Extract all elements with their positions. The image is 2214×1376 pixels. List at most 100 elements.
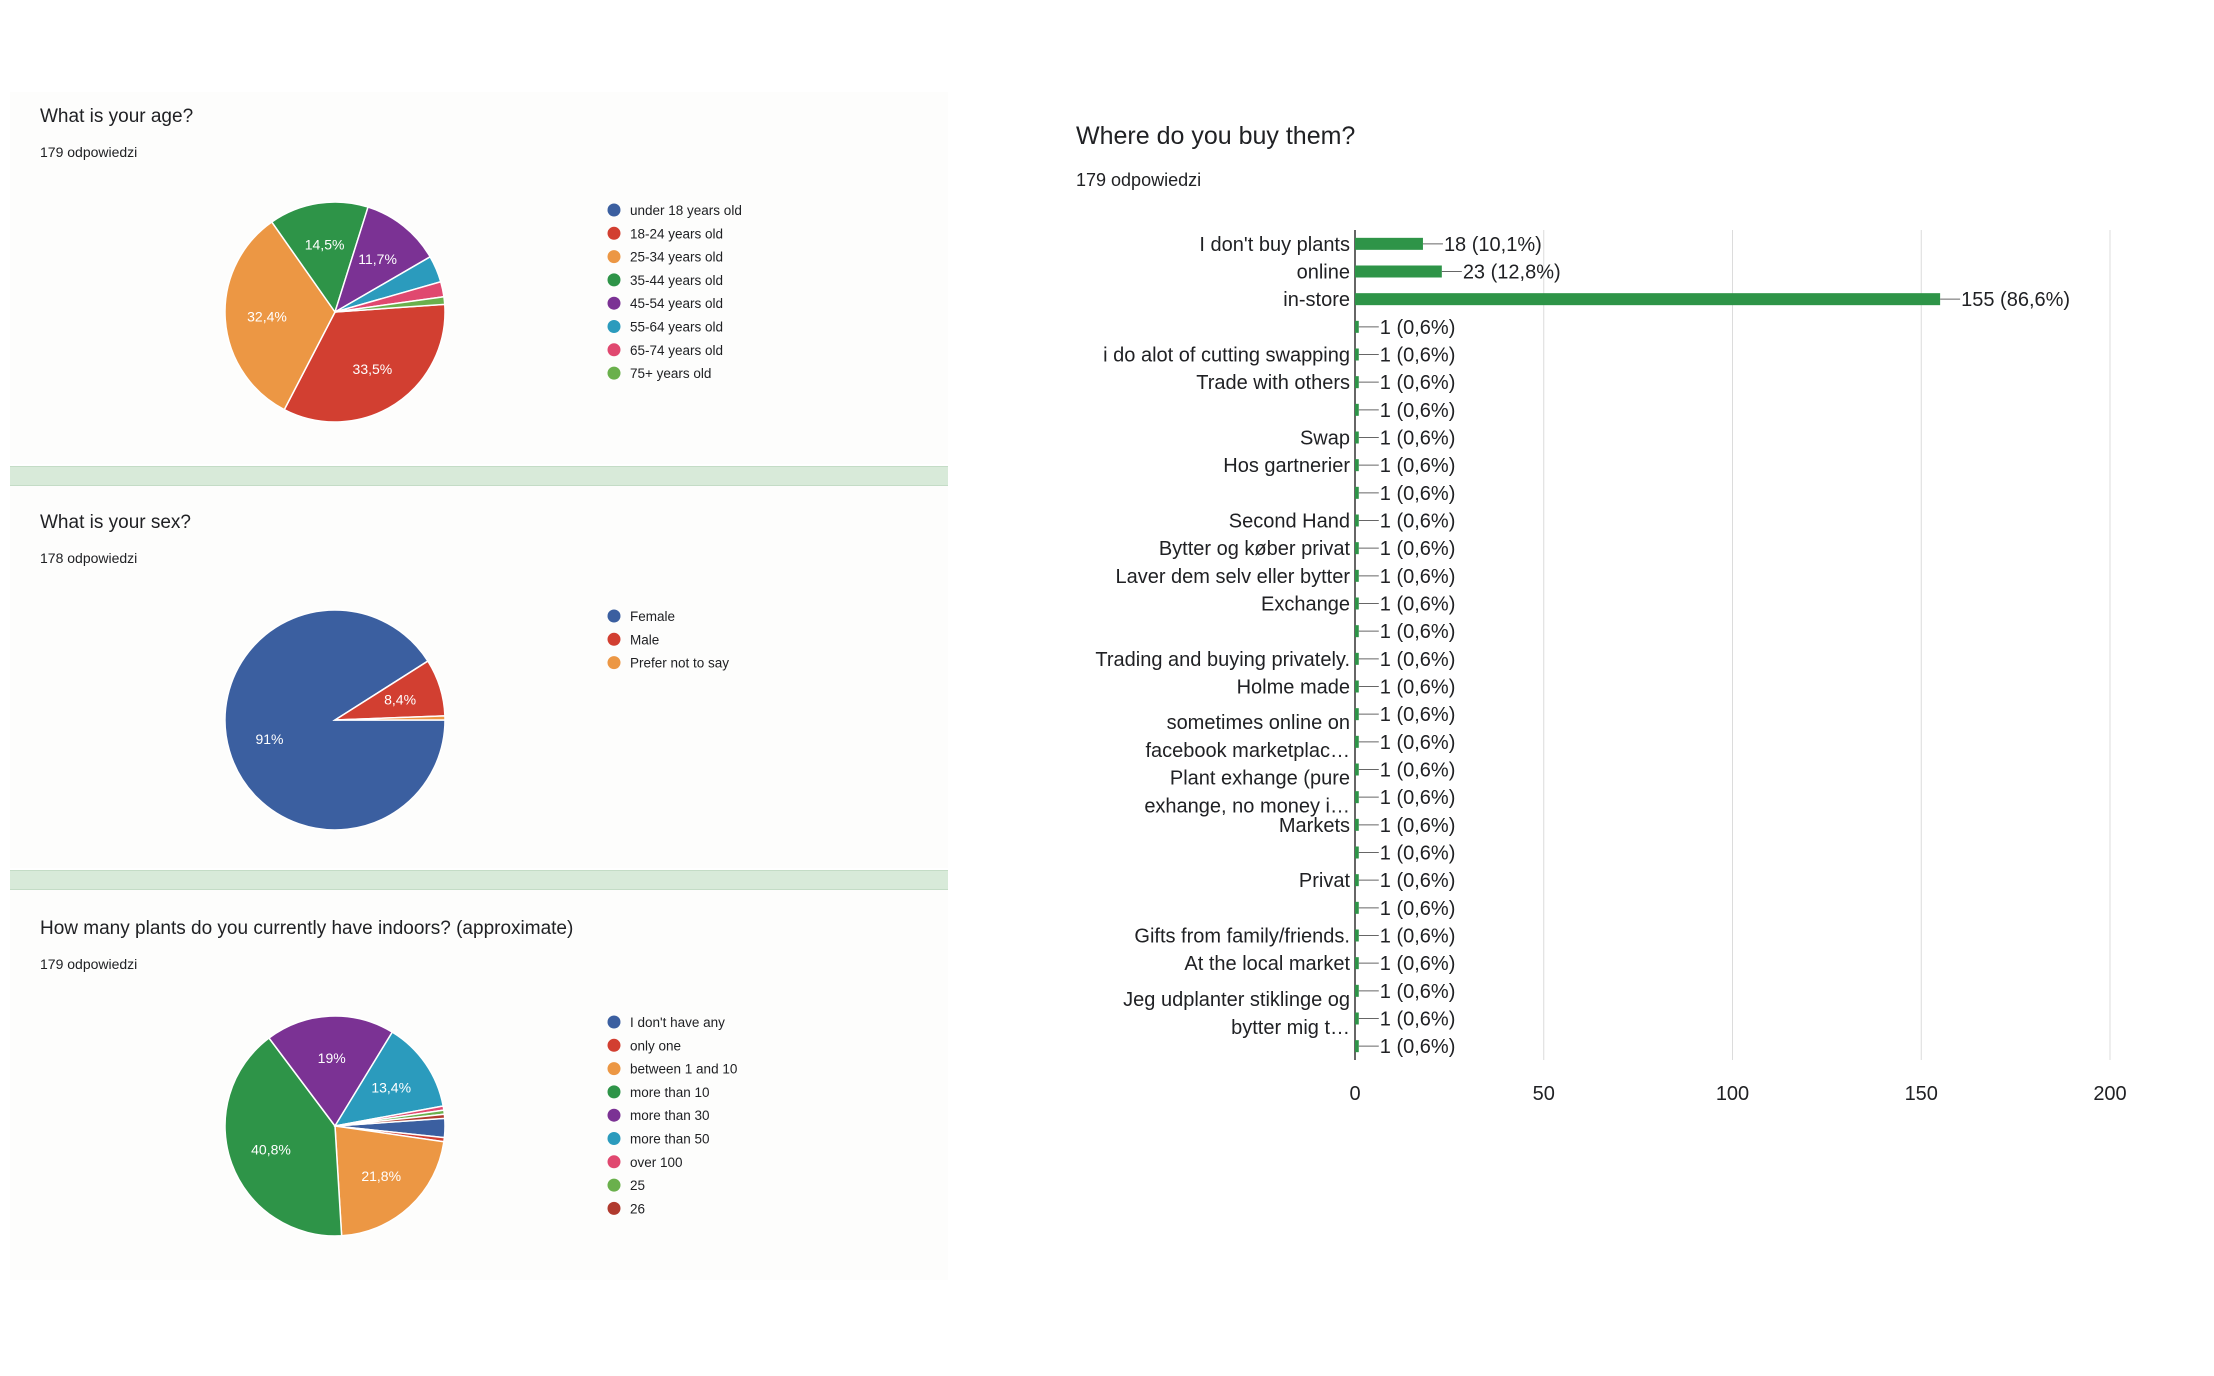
legend-marker [607, 273, 621, 287]
legend-label: 35-44 years old [630, 273, 723, 288]
pie-slice-label: 8,4% [384, 692, 416, 708]
sex-chart-panel: What is your sex? 178 odpowiedzi 91% 8,4%… [10, 486, 948, 868]
legend-marker [607, 1108, 621, 1122]
legend-label: Female [630, 609, 675, 624]
pie-slice-label: 14,5% [305, 237, 345, 253]
bar [1355, 237, 1423, 250]
legend-marker [607, 1038, 621, 1052]
bar-data-label: 1 (0,6%) [1380, 455, 1456, 477]
legend-label: more than 30 [630, 1108, 710, 1123]
bar-data-label: 1 (0,6%) [1380, 538, 1456, 560]
bar [1355, 293, 1941, 306]
category-label: Trading and buying privately. [1095, 649, 1350, 671]
legend-marker [607, 1062, 621, 1076]
category-label: Privat [1299, 870, 1351, 892]
category-label: Swap [1300, 428, 1350, 450]
pie-slice [334, 1113, 446, 1127]
bar-data-label: 1 (0,6%) [1380, 953, 1456, 975]
legend-label: more than 50 [630, 1132, 710, 1147]
bar [1355, 929, 1359, 942]
bar [1355, 818, 1359, 831]
bar [1355, 874, 1359, 887]
bar-data-label: 1 (0,6%) [1380, 317, 1456, 339]
x-tick-label: 200 [2093, 1083, 2126, 1105]
bar [1355, 846, 1359, 859]
bar [1355, 763, 1359, 776]
legend-marker [607, 320, 621, 333]
legend-label: 25-34 years old [630, 250, 723, 265]
legend-label: 75+ years old [630, 366, 711, 381]
category-label: Laver dem selv eller bytter [1115, 566, 1350, 588]
pie-slice-label: 19% [318, 1050, 346, 1066]
legend-marker [607, 343, 621, 357]
category-label: i do alot of cutting swapping [1103, 345, 1350, 367]
pie-slice [333, 206, 432, 314]
x-tick-label: 100 [1716, 1083, 1749, 1105]
bar [1355, 569, 1359, 582]
bar-data-label: 1 (0,6%) [1380, 400, 1456, 422]
pie-slice-label: 40,8% [251, 1142, 291, 1158]
pie-slice [334, 715, 446, 721]
legend-marker [607, 1155, 621, 1169]
legend-label: more than 10 [630, 1085, 710, 1100]
pie-slice-label: 91% [255, 731, 283, 747]
x-tick-label: 0 [1349, 1083, 1360, 1105]
plants-chart-title: How many plants do you currently have in… [40, 918, 574, 939]
bar [1355, 708, 1359, 721]
legend-marker [607, 1132, 621, 1145]
bar-data-label: 155 (86,6%) [1961, 289, 2070, 311]
bar [1355, 1040, 1359, 1053]
where-buy-bar-chart: 0 50 100 150 200 18 (10,1%) I don't buy plants… [1095, 230, 2127, 1105]
pie-slice-label: 21,8% [361, 1168, 401, 1184]
bar [1355, 735, 1359, 748]
bar-chart-title: Where do you buy them? [1076, 122, 1356, 150]
bar-data-label: 1 (0,6%) [1380, 926, 1456, 948]
category-label: Hos gartnerier [1223, 455, 1350, 477]
legend-marker [607, 656, 621, 670]
category-label: Holme made [1237, 677, 1350, 699]
bar-data-label: 1 (0,6%) [1380, 760, 1456, 782]
pie-slice-label: 11,7% [358, 251, 397, 267]
age-pie-chart: 33,5% 32,4% 14,5% 11,7% under 18 years old 18… [224, 201, 742, 423]
legend-marker [607, 203, 621, 217]
legend-label: 18-24 years old [630, 226, 723, 241]
x-tick-label: 50 [1533, 1083, 1555, 1105]
bar-data-label: 1 (0,6%) [1380, 815, 1456, 837]
legend-marker [607, 1201, 621, 1215]
bar [1355, 680, 1359, 693]
legend-label: 65-74 years old [630, 343, 723, 358]
age-chart-response-count: 179 odpowiedzi [40, 144, 138, 160]
bar-data-label: 1 (0,6%) [1380, 483, 1456, 505]
pie-slice-label: 33,5% [353, 361, 393, 377]
bar-data-label: 18 (10,1%) [1444, 234, 1542, 256]
pie-slice [224, 220, 336, 411]
bar-chart-response-count: 179 odpowiedzi [1076, 170, 1202, 190]
bar-data-label: 1 (0,6%) [1380, 345, 1456, 367]
category-label: online [1297, 262, 1350, 284]
legend-marker [607, 1178, 621, 1192]
legend-label: 45-54 years old [630, 296, 723, 311]
category-label: I don't buy plants [1199, 234, 1350, 256]
bar [1355, 652, 1359, 665]
x-tick-label: 150 [1905, 1083, 1938, 1105]
bar-data-label: 1 (0,6%) [1380, 428, 1456, 450]
bar [1355, 901, 1359, 914]
sex-pie-chart: 91% 8,4% Female Male Prefer not to say [224, 609, 729, 831]
bar [1355, 597, 1359, 610]
legend-label: over 100 [630, 1155, 683, 1170]
bar-data-label: 1 (0,6%) [1380, 621, 1456, 643]
bar [1355, 376, 1359, 389]
category-label: in-store [1283, 289, 1350, 311]
bar [1355, 431, 1359, 444]
bar [1355, 459, 1359, 472]
legend-marker [607, 296, 621, 310]
bar [1355, 486, 1359, 499]
bar-data-label: 1 (0,6%) [1380, 898, 1456, 920]
category-label: Exchange [1261, 594, 1350, 616]
plants-pie-chart: 21,8% 40,8% 19% 13,4% I don't have any only o… [224, 1015, 737, 1237]
category-label: Markets [1279, 815, 1350, 837]
legend-label: only one [630, 1038, 681, 1053]
category-label: Jeg udplanter stiklinge og bytter mig t… [1123, 989, 1350, 1039]
pie-slice-label: 32,4% [247, 309, 287, 325]
legend-label: Male [630, 632, 659, 647]
